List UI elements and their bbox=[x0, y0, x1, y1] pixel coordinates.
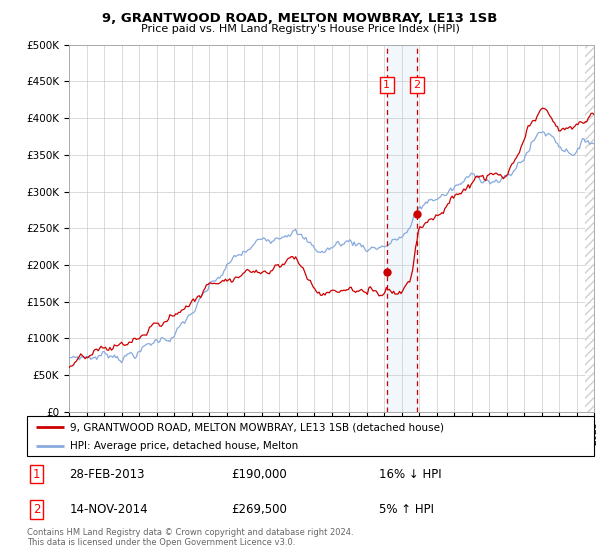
Text: 9, GRANTWOOD ROAD, MELTON MOWBRAY, LE13 1SB: 9, GRANTWOOD ROAD, MELTON MOWBRAY, LE13 … bbox=[103, 12, 497, 25]
Text: 2: 2 bbox=[413, 80, 421, 90]
Text: 2: 2 bbox=[32, 503, 40, 516]
Text: Price paid vs. HM Land Registry's House Price Index (HPI): Price paid vs. HM Land Registry's House … bbox=[140, 24, 460, 34]
Text: 1: 1 bbox=[383, 80, 391, 90]
Text: £269,500: £269,500 bbox=[231, 503, 287, 516]
FancyBboxPatch shape bbox=[27, 416, 594, 456]
Text: £190,000: £190,000 bbox=[231, 468, 287, 480]
Text: Contains HM Land Registry data © Crown copyright and database right 2024.: Contains HM Land Registry data © Crown c… bbox=[27, 528, 353, 536]
Text: 5% ↑ HPI: 5% ↑ HPI bbox=[379, 503, 434, 516]
Text: 16% ↓ HPI: 16% ↓ HPI bbox=[379, 468, 441, 480]
Bar bbox=[387, 45, 417, 412]
Text: HPI: Average price, detached house, Melton: HPI: Average price, detached house, Melt… bbox=[70, 441, 298, 451]
Bar bbox=[585, 45, 594, 412]
Text: This data is licensed under the Open Government Licence v3.0.: This data is licensed under the Open Gov… bbox=[27, 538, 295, 547]
Text: 14-NOV-2014: 14-NOV-2014 bbox=[70, 503, 148, 516]
Text: 9, GRANTWOOD ROAD, MELTON MOWBRAY, LE13 1SB (detached house): 9, GRANTWOOD ROAD, MELTON MOWBRAY, LE13 … bbox=[70, 422, 443, 432]
Text: 28-FEB-2013: 28-FEB-2013 bbox=[70, 468, 145, 480]
Text: 1: 1 bbox=[32, 468, 40, 480]
